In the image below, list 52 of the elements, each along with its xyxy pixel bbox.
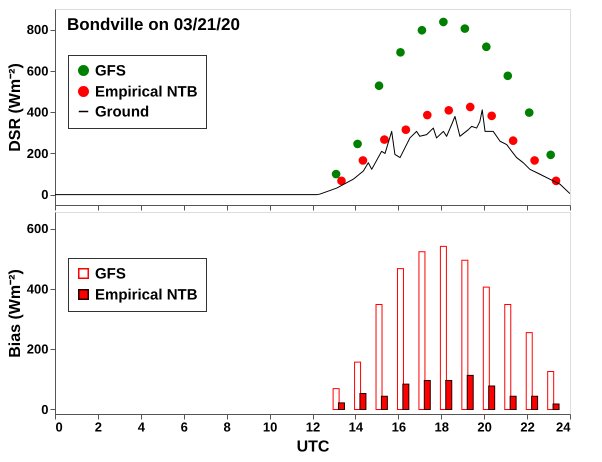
point bbox=[439, 18, 448, 26]
x-tick-label: 24 bbox=[556, 420, 572, 434]
y-axis-title: DSR (Wm⁻²) bbox=[6, 63, 24, 152]
chart-title: Bondville on 03/21/20 bbox=[67, 15, 240, 34]
x-axis-title: UTC bbox=[296, 438, 330, 456]
point bbox=[482, 42, 491, 52]
point bbox=[524, 108, 534, 117]
y-tick-label: 400 bbox=[26, 281, 48, 296]
y-tick-label: 600 bbox=[26, 63, 48, 78]
x-tick-label: 0 bbox=[56, 420, 63, 434]
x-tick-label: 12 bbox=[306, 420, 320, 434]
point bbox=[396, 48, 405, 57]
y-tick-label: 800 bbox=[26, 22, 48, 38]
x-tick-label: 20 bbox=[477, 420, 492, 434]
point bbox=[460, 24, 470, 33]
x-tick-label: 2 bbox=[94, 420, 102, 434]
point bbox=[546, 150, 556, 160]
y-tick-label: 400 bbox=[26, 104, 48, 120]
y-tick-label: 0 bbox=[41, 187, 48, 202]
legend-label: Ground bbox=[95, 104, 150, 120]
x-tick-label: 10 bbox=[262, 420, 278, 434]
point bbox=[380, 135, 389, 144]
point bbox=[444, 106, 454, 115]
x-tick-label: 8 bbox=[224, 420, 231, 434]
legend-label: GFS bbox=[95, 266, 126, 282]
x-tick-label: 18 bbox=[434, 420, 449, 434]
x-tick-label: 4 bbox=[138, 420, 146, 434]
legend-label: Empirical NTB bbox=[95, 286, 198, 304]
point bbox=[358, 156, 368, 165]
point bbox=[337, 176, 346, 186]
x-tick-label: 14 bbox=[348, 420, 364, 434]
point bbox=[530, 156, 539, 165]
point bbox=[332, 170, 340, 178]
point bbox=[508, 136, 518, 145]
point bbox=[418, 26, 426, 35]
point bbox=[422, 110, 432, 120]
y-axis-title: Bias (Wm⁻²) bbox=[6, 269, 24, 358]
y-tick-label: 200 bbox=[26, 146, 48, 161]
y-tick-label: 200 bbox=[26, 342, 48, 357]
point bbox=[503, 72, 512, 80]
point bbox=[466, 102, 475, 112]
point bbox=[353, 140, 362, 148]
point bbox=[487, 112, 496, 120]
y-tick-label: 600 bbox=[26, 221, 48, 236]
legend-label: Empirical NTB bbox=[95, 84, 198, 100]
y-tick-label: 0 bbox=[41, 402, 48, 417]
x-tick-label: 22 bbox=[520, 420, 535, 434]
legend-label: GFS bbox=[95, 62, 126, 80]
x-tick-label: 16 bbox=[392, 420, 406, 434]
x-tick-label: 6 bbox=[180, 420, 188, 434]
point bbox=[402, 125, 410, 134]
point bbox=[374, 81, 384, 90]
